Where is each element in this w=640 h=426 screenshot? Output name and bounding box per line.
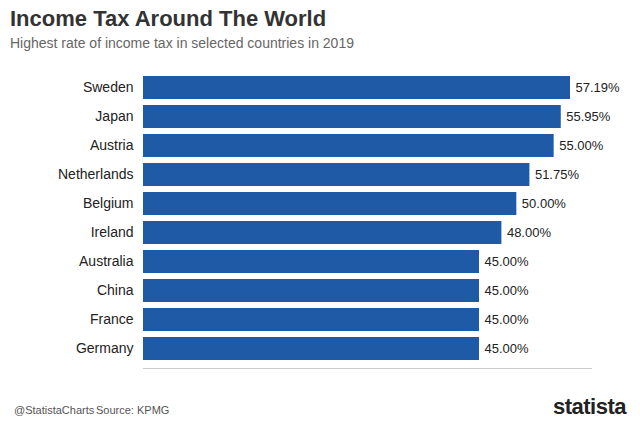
- svg-text:48.00%: 48.00%: [507, 225, 552, 240]
- html-text:Income Tax Around The World: Income Tax Around The World: [10, 6, 327, 31]
- svg-text:50.00%: 50.00%: [522, 196, 567, 211]
- svg-text:Germany: Germany: [76, 340, 134, 356]
- svg-text:Netherlands: Netherlands: [58, 166, 134, 182]
- svg-text:57.19%: 57.19%: [576, 80, 621, 95]
- svg-text:China: China: [97, 282, 134, 298]
- svg-text:45.00%: 45.00%: [485, 312, 530, 327]
- svg-text:55.95%: 55.95%: [566, 109, 611, 124]
- svg-text:51.75%: 51.75%: [535, 167, 580, 182]
- svg-text:Belgium: Belgium: [83, 195, 134, 211]
- svg-text:Japan: Japan: [95, 108, 133, 124]
- svg-text:45.00%: 45.00%: [485, 254, 530, 269]
- svg-text:45.00%: 45.00%: [485, 341, 530, 356]
- svg-text:45.00%: 45.00%: [485, 283, 530, 298]
- svg-text:Austria: Austria: [90, 137, 134, 153]
- svg-text:Australia: Australia: [79, 253, 134, 269]
- html-text:statista: statista: [553, 394, 626, 419]
- svg-text:Ireland: Ireland: [91, 224, 134, 240]
- html-text:@StatistaCharts Source: KPMG: @StatistaCharts Source: KPMG: [14, 404, 170, 416]
- svg-text:55.00%: 55.00%: [559, 138, 604, 153]
- svg-text:France: France: [90, 311, 134, 327]
- svg-text:Sweden: Sweden: [83, 79, 134, 95]
- html-text:Highest rate of income tax in: Highest rate of income tax in selected c…: [10, 35, 354, 51]
